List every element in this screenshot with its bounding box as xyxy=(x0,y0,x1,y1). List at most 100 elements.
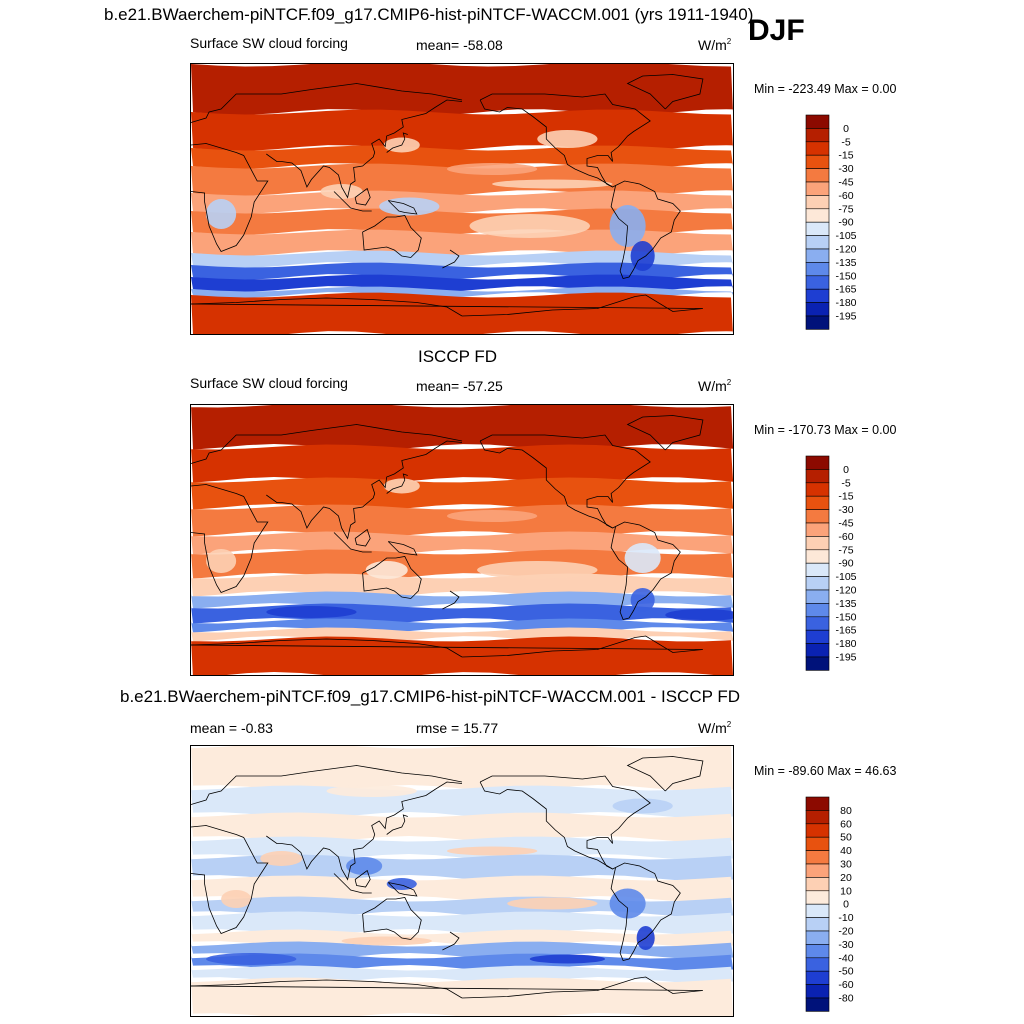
shaded-band xyxy=(191,636,733,675)
coastline xyxy=(442,590,460,610)
colorbar-box xyxy=(805,890,830,905)
shaded-band xyxy=(191,854,733,881)
panel1-map xyxy=(190,63,734,335)
panel3-colorbar: 80 60 50 40 30 20 10 0 -10 -20 -30 -40 -50 -60 -80 xyxy=(805,796,886,1013)
shaded-band xyxy=(191,477,733,510)
shaded-band xyxy=(191,229,733,256)
panel2-colorbar: 0 -5 -15 -30 -45 -60 -75 -90 -105 -120 -135 -150 -16… xyxy=(805,455,886,672)
shaded-band xyxy=(191,746,733,791)
colorbar-box xyxy=(805,455,830,470)
colorbar-label: -90 xyxy=(838,558,853,570)
colorbar-label: -90 xyxy=(838,217,853,229)
colorbar-box xyxy=(805,482,830,497)
coastline xyxy=(191,976,703,999)
coastline xyxy=(333,191,372,212)
panel1-variable-label: Surface SW cloud forcing xyxy=(190,35,348,51)
shaded-feature xyxy=(624,543,661,573)
colorbar-label: -105 xyxy=(835,230,856,242)
panel3-map-field xyxy=(191,746,733,1016)
panel1-mean-label: mean= -58.08 xyxy=(416,37,503,53)
panel2-variable-label: Surface SW cloud forcing xyxy=(190,375,348,391)
colorbar-box xyxy=(805,141,830,156)
shaded-band xyxy=(191,109,733,151)
colorbar-box xyxy=(805,562,830,577)
colorbar-label: -75 xyxy=(838,203,853,215)
colorbar-label: -135 xyxy=(835,598,856,610)
colorbar-label: -165 xyxy=(835,284,856,296)
colorbar-label: -180 xyxy=(835,638,856,650)
shaded-band xyxy=(191,977,733,1016)
shaded-feature xyxy=(609,888,646,919)
coastline xyxy=(610,180,681,279)
colorbar-box xyxy=(805,970,830,985)
colorbar-box xyxy=(805,796,830,811)
panel3-mean-label: mean = -0.83 xyxy=(190,720,273,736)
colorbar-box xyxy=(805,509,830,524)
colorbar-box xyxy=(805,930,830,945)
shaded-feature xyxy=(221,890,252,908)
colorbar-box xyxy=(805,302,830,317)
shaded-feature xyxy=(477,561,598,579)
coastline xyxy=(442,931,460,951)
coastline xyxy=(610,521,681,620)
colorbar-box xyxy=(805,168,830,183)
coastline xyxy=(626,415,704,451)
coastline xyxy=(354,187,371,206)
coastline xyxy=(191,635,703,658)
shaded-band xyxy=(191,911,733,935)
colorbar-label: -195 xyxy=(835,652,856,664)
colorbar-box xyxy=(805,917,830,932)
colorbar-label: -150 xyxy=(835,611,856,623)
colorbar-box xyxy=(805,903,830,918)
shaded-feature xyxy=(206,549,237,573)
shaded-band xyxy=(191,875,733,902)
coastline xyxy=(387,200,418,215)
colorbar-box xyxy=(805,154,830,169)
colorbar-box xyxy=(805,195,830,210)
colorbar-label: -180 xyxy=(835,297,856,309)
colorbar-box xyxy=(805,181,830,196)
colorbar-label: -10 xyxy=(838,912,853,924)
colorbar-label: -20 xyxy=(838,926,853,938)
colorbar-label: -80 xyxy=(838,993,853,1005)
coastline xyxy=(479,93,651,188)
panel3-title: b.e21.BWaerchem-piNTCF.f09_g17.CMIP6-his… xyxy=(120,687,741,706)
coastline xyxy=(191,484,269,593)
colorbar-label: -15 xyxy=(838,491,853,503)
shaded-band xyxy=(191,573,733,597)
shaded-feature xyxy=(326,785,417,797)
coastline xyxy=(354,528,371,547)
shaded-band xyxy=(191,812,733,842)
colorbar-box xyxy=(805,944,830,959)
colorbar-label: -60 xyxy=(838,531,853,543)
panel1-minmax: Min = -223.49 Max = 0.00 xyxy=(754,82,897,96)
colorbar-box xyxy=(805,522,830,537)
panel2-map-field xyxy=(191,405,733,675)
colorbar-box xyxy=(805,536,830,551)
shaded-feature xyxy=(665,609,733,621)
colorbar-label: -135 xyxy=(835,257,856,269)
panel2-minmax: Min = -170.73 Max = 0.00 xyxy=(754,423,897,437)
colorbar-box xyxy=(805,877,830,892)
panel2-map xyxy=(190,404,734,676)
shaded-feature xyxy=(446,163,538,175)
shaded-feature xyxy=(266,606,357,618)
colorbar-label: -50 xyxy=(838,966,853,978)
colorbar-box xyxy=(805,656,830,671)
coastline xyxy=(626,74,704,110)
coastline xyxy=(333,873,372,894)
shaded-band xyxy=(191,405,733,450)
coastline xyxy=(386,473,408,494)
coastline xyxy=(362,897,422,940)
shaded-band xyxy=(191,896,733,917)
shaded-feature xyxy=(260,851,303,866)
colorbar-box xyxy=(805,288,830,303)
colorbar-box xyxy=(805,810,830,825)
colorbar-box xyxy=(805,128,830,143)
coastline xyxy=(386,132,408,153)
colorbar-label: 40 xyxy=(840,845,852,857)
colorbar-label: -150 xyxy=(835,270,856,282)
coastline xyxy=(333,532,372,553)
colorbar-label: 10 xyxy=(840,885,852,897)
coastline xyxy=(479,434,651,529)
